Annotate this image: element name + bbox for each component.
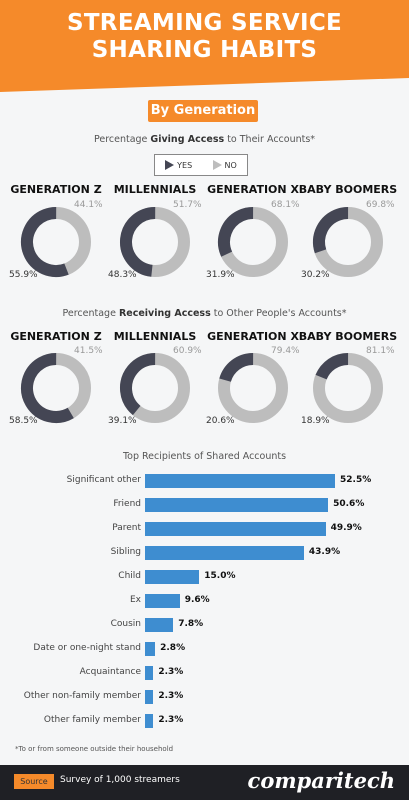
receiving-no-value: 81.1% [366,346,395,356]
bar-chart-title: Top Recipients of Shared Accounts [122,451,287,462]
source-badge: Source [14,774,54,789]
bar [145,690,154,704]
giving-subtitle-bold: Giving Access [150,134,225,145]
giving-donut [218,207,288,277]
bar [145,498,329,512]
receiving-subtitle-bold: Receiving Access [118,308,211,319]
bar-category-label: Acquaintance [79,667,141,677]
receiving-subtitle-suffix: to Other People's Accounts* [210,308,347,319]
giving-donut [313,207,383,277]
bar-value-label: 49.9% [330,523,362,533]
bar-value-label: 50.6% [333,499,365,509]
bar-category-label: Other non-family member [23,691,141,701]
legend-yes: YES [165,160,192,170]
giving-subtitle-suffix: to Their Accounts* [224,134,316,145]
title-line-2: SHARING HABITS [91,37,318,63]
bar-category-label: Other family member [43,715,141,725]
receiving-yes-value: 39.1% [108,416,137,426]
giving-generation-label: BABY BOOMERS [298,183,398,196]
receiving-no-value: 60.9% [173,346,202,356]
giving-yes-value: 31.9% [206,270,235,280]
giving-donut [120,207,190,277]
giving-donut [21,207,92,277]
receiving-generation-label: MILLENNIALS [113,330,197,343]
comparitech-logo: comparitech [247,768,395,793]
giving-yes-value: 48.3% [108,270,137,280]
source-text: Survey of 1,000 streamers [60,775,180,785]
bar-category-label: Cousin [110,619,141,629]
bar-category-label: Parent [112,523,141,533]
legend-yes-label: YES [177,160,193,170]
receiving-generation-label: GENERATION X [207,330,299,343]
receiving-yes-value: 18.9% [301,416,330,426]
receiving-donut [20,353,91,423]
receiving-donut [218,353,288,423]
section-badge: By Generation [148,100,258,122]
receiving-donut-yes-slice [313,353,383,423]
receiving-generation-label: BABY BOOMERS [298,330,398,343]
bar [145,666,154,680]
giving-generation-label: GENERATION Z [10,183,102,196]
bar-value-label: 15.0% [204,571,236,581]
bar-category-label: Child [118,571,141,581]
bar [145,522,326,536]
bar-value-label: 9.6% [184,595,210,605]
bar [145,474,335,488]
footnote: *To or from someone outside their househ… [15,745,174,753]
bar-category-label: Date or one-night stand [33,643,141,653]
legend-no-marker [212,160,222,170]
title-line-1: STREAMING SERVICE [66,10,343,36]
bar-value-label: 2.3% [158,691,184,701]
receiving-no-value: 79.4% [271,346,300,356]
giving-generation-label: GENERATION X [207,183,299,196]
receiving-yes-value: 58.5% [9,416,38,426]
bar-value-label: 2.3% [158,715,184,725]
bar-category-label: Significant other [66,475,141,485]
giving-yes-value: 55.9% [9,270,38,280]
receiving-no-value: 41.5% [74,346,103,356]
giving-no-value: 68.1% [271,200,300,210]
giving-subtitle: Percentage Giving Access to Their Accoun… [0,134,409,145]
receiving-donut-yes-slice [218,353,288,423]
receiving-yes-value: 20.6% [206,416,235,426]
giving-no-value: 51.7% [173,200,202,210]
page-title: STREAMING SERVICE SHARING HABITS [0,10,409,64]
receiving-donut [313,353,383,423]
giving-donut-yes-slice [313,207,383,277]
giving-generation-label: MILLENNIALS [113,183,197,196]
giving-subtitle-prefix: Percentage [93,134,151,145]
header-banner: STREAMING SERVICE SHARING HABITS [0,0,409,92]
footer: Source Survey of 1,000 streamers compari… [0,765,409,800]
legend-no-label: NO [224,160,237,170]
receiving-subtitle: Percentage Receiving Access to Other Peo… [0,308,409,319]
giving-donut-yes-slice [218,207,288,277]
legend-yes-marker [165,160,175,170]
bar-value-label: 43.9% [308,547,341,557]
bar [145,546,304,560]
bar-category-label: Friend [113,499,141,509]
giving-no-value: 69.8% [366,200,395,210]
giving-no-value: 44.1% [74,200,103,210]
bar [145,594,180,608]
bar-value-label: 7.8% [178,619,204,629]
bar-value-label: 2.3% [158,667,184,677]
header-background [0,0,409,92]
receiving-subtitle-prefix: Percentage [62,308,119,319]
bar-value-label: 2.8% [160,643,186,653]
receiving-generation-label: GENERATION Z [10,330,102,343]
bar-value-label: 52.5% [340,475,372,485]
receiving-donut [120,353,190,423]
bar [145,714,154,728]
legend: YES NO [154,154,248,176]
giving-yes-value: 30.2% [301,270,330,280]
legend-no: NO [212,160,237,170]
bar-category-label: Ex [129,595,141,605]
giving-donut-yes-slice [120,207,190,277]
bar-category-label: Sibling [110,547,141,557]
bar [145,570,200,584]
bar [145,618,174,632]
bar [145,642,156,656]
